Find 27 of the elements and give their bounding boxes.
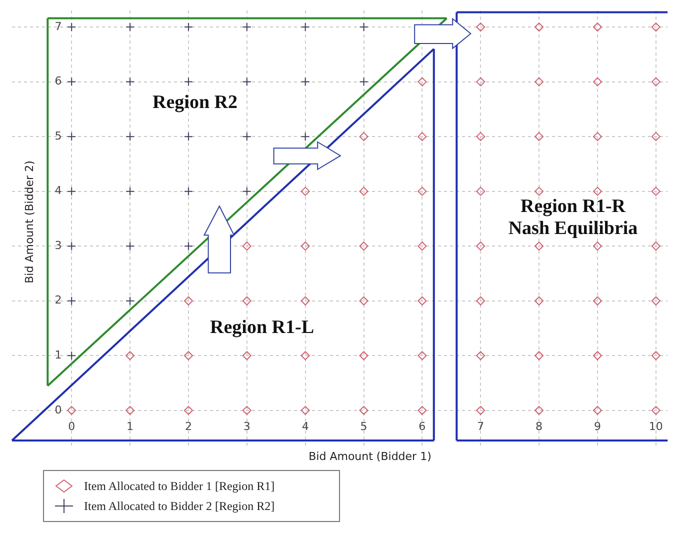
annotation: Region R1-R bbox=[520, 196, 626, 217]
y-tick-label: 3 bbox=[54, 238, 62, 252]
x-tick-label: 4 bbox=[302, 420, 309, 433]
annotation: Region R1-L bbox=[210, 316, 314, 338]
x-tick-label: 9 bbox=[594, 420, 601, 433]
y-tick-label: 1 bbox=[54, 348, 62, 362]
y-tick-label: 5 bbox=[54, 129, 62, 142]
x-tick-label: 5 bbox=[360, 420, 368, 433]
y-tick-label: 0 bbox=[54, 403, 62, 416]
x-tick-label: 1 bbox=[126, 420, 134, 433]
y-tick-label: 4 bbox=[54, 184, 62, 198]
y-axis-title: Bid Amount (Bidder 2) bbox=[22, 160, 36, 284]
x-tick-label: 0 bbox=[68, 420, 76, 433]
y-tick-label: 6 bbox=[54, 74, 62, 88]
x-tick-label: 3 bbox=[243, 420, 250, 433]
x-tick-label: 10 bbox=[648, 420, 663, 433]
x-tick-label: 6 bbox=[418, 420, 426, 433]
annotation: Nash Equilibria bbox=[508, 218, 638, 239]
legend-label: Item Allocated to Bidder 1 [Region R1] bbox=[84, 478, 275, 494]
x-axis-title: Bid Amount (Bidder 1) bbox=[308, 450, 432, 463]
x-tick-label: 7 bbox=[477, 420, 484, 433]
x-tick-label: 2 bbox=[184, 420, 192, 433]
y-tick-label: 7 bbox=[54, 20, 62, 33]
y-tick-label: 2 bbox=[54, 294, 62, 307]
x-tick-label: 8 bbox=[536, 420, 543, 433]
annotation: Region R2 bbox=[152, 92, 238, 113]
legend-label: Item Allocated to Bidder 2 [Region R2] bbox=[84, 498, 275, 514]
